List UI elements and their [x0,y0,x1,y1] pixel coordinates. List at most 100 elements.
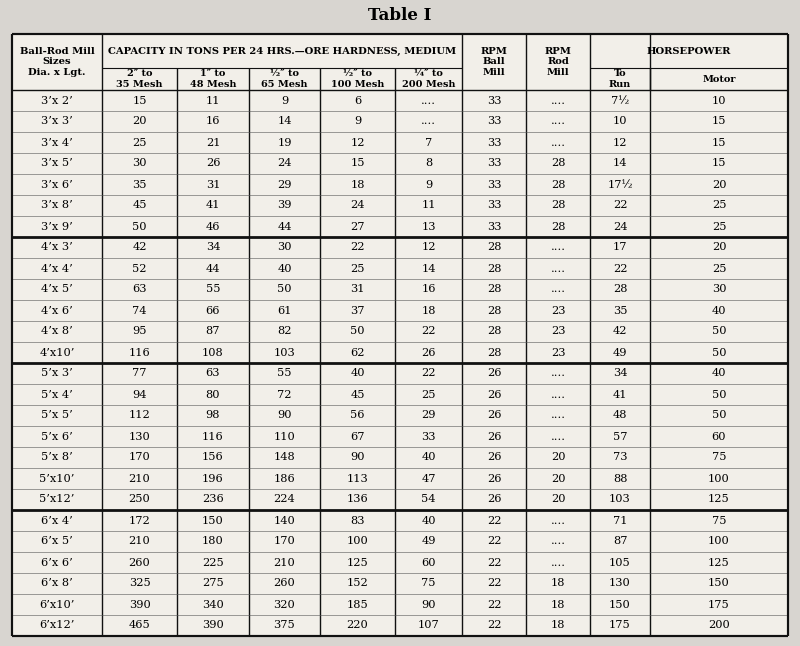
Text: 11: 11 [206,96,220,105]
Text: 325: 325 [129,579,150,589]
Text: 14: 14 [278,116,292,127]
Text: 28: 28 [550,222,566,231]
Text: 30: 30 [132,158,146,169]
Text: 31: 31 [206,180,220,189]
Text: 50: 50 [278,284,292,295]
Text: 6: 6 [354,96,361,105]
Text: 152: 152 [346,579,368,589]
Text: 28: 28 [550,180,566,189]
Text: 42: 42 [132,242,146,253]
Text: 26: 26 [486,474,502,483]
Text: 28: 28 [486,306,502,315]
Text: ....: .... [550,264,566,273]
Text: 185: 185 [346,599,368,609]
Text: 100: 100 [708,536,730,547]
Text: 50: 50 [712,410,726,421]
Text: 175: 175 [609,621,631,630]
Text: 71: 71 [613,516,627,525]
Text: 95: 95 [132,326,146,337]
Text: 72: 72 [278,390,292,399]
Text: 260: 260 [129,557,150,567]
Text: 140: 140 [274,516,295,525]
Text: RPM
Ball
Mill: RPM Ball Mill [481,47,507,77]
Text: 23: 23 [550,326,566,337]
Text: 18: 18 [550,621,566,630]
Text: 62: 62 [350,348,365,357]
Text: 28: 28 [486,348,502,357]
Text: ....: .... [550,516,566,525]
Text: 40: 40 [350,368,365,379]
Text: 33: 33 [486,200,502,211]
Text: 50: 50 [132,222,146,231]
Text: 103: 103 [274,348,295,357]
Text: 3’x 5’: 3’x 5’ [41,158,73,169]
Text: 28: 28 [486,284,502,295]
Text: ½″ to
100 Mesh: ½″ to 100 Mesh [331,69,384,89]
Text: 3’x 2’: 3’x 2’ [41,96,73,105]
Text: 44: 44 [206,264,220,273]
Text: 24: 24 [613,222,627,231]
Text: 82: 82 [278,326,292,337]
Text: 14: 14 [422,264,436,273]
Text: 26: 26 [422,348,436,357]
Text: 150: 150 [609,599,631,609]
Text: 5’x 5’: 5’x 5’ [41,410,73,421]
Text: 29: 29 [422,410,436,421]
Text: 22: 22 [422,368,436,379]
Text: 33: 33 [486,96,502,105]
Text: 30: 30 [712,284,726,295]
Text: 15: 15 [712,138,726,147]
Text: 75: 75 [422,579,436,589]
Text: 4’x 6’: 4’x 6’ [41,306,73,315]
Text: 34: 34 [613,368,627,379]
Text: To
Run: To Run [609,69,631,89]
Text: 60: 60 [422,557,436,567]
Text: 26: 26 [486,452,502,463]
Text: 33: 33 [486,116,502,127]
Text: 130: 130 [609,579,631,589]
Text: 33: 33 [486,180,502,189]
Text: 4’x 5’: 4’x 5’ [41,284,73,295]
Text: 55: 55 [206,284,220,295]
Text: 18: 18 [550,599,566,609]
Text: 60: 60 [712,432,726,441]
Text: 180: 180 [202,536,224,547]
Text: 40: 40 [422,516,436,525]
Text: 88: 88 [613,474,627,483]
Text: 13: 13 [422,222,436,231]
Text: 3’x 4’: 3’x 4’ [41,138,73,147]
Text: 4’x 4’: 4’x 4’ [41,264,73,273]
Text: 20: 20 [550,452,566,463]
Text: 25: 25 [712,222,726,231]
Text: 9: 9 [281,96,288,105]
Text: 24: 24 [350,200,365,211]
Text: 18: 18 [550,579,566,589]
Text: 31: 31 [350,284,365,295]
Text: Motor: Motor [702,74,736,83]
Text: 44: 44 [278,222,292,231]
Text: 80: 80 [206,390,220,399]
Text: 22: 22 [486,579,502,589]
Text: 156: 156 [202,452,224,463]
Text: 75: 75 [712,516,726,525]
Text: HORSEPOWER: HORSEPOWER [647,47,731,56]
Text: 40: 40 [712,368,726,379]
Text: 50: 50 [712,348,726,357]
Text: 220: 220 [346,621,368,630]
Text: 18: 18 [422,306,436,315]
Text: 15: 15 [712,158,726,169]
Text: 46: 46 [206,222,220,231]
Text: 83: 83 [350,516,365,525]
Text: 22: 22 [486,516,502,525]
Text: 224: 224 [274,494,295,505]
Text: 63: 63 [132,284,146,295]
Text: ....: .... [550,284,566,295]
Text: 11: 11 [422,200,436,211]
Text: 37: 37 [350,306,365,315]
Text: 150: 150 [202,516,224,525]
Text: 225: 225 [202,557,224,567]
Text: 12: 12 [350,138,365,147]
Text: 33: 33 [486,138,502,147]
Text: 3’x 3’: 3’x 3’ [41,116,73,127]
Text: 150: 150 [708,579,730,589]
